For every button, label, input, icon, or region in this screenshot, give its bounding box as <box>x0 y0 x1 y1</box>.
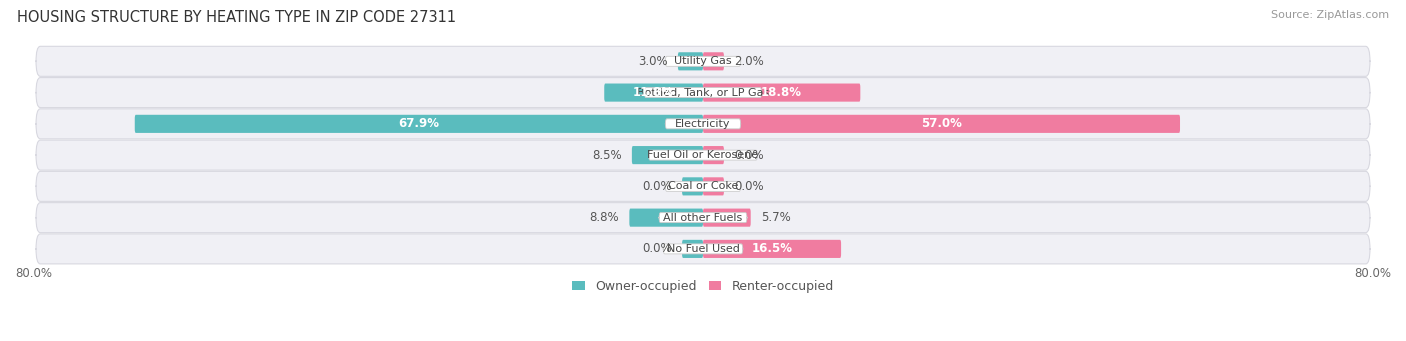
Text: Utility Gas: Utility Gas <box>675 56 731 66</box>
Text: Fuel Oil or Kerosene: Fuel Oil or Kerosene <box>647 150 759 160</box>
FancyBboxPatch shape <box>644 88 762 98</box>
FancyBboxPatch shape <box>703 146 724 164</box>
Text: Bottled, Tank, or LP Gas: Bottled, Tank, or LP Gas <box>637 88 769 98</box>
FancyBboxPatch shape <box>665 181 741 191</box>
Text: 0.0%: 0.0% <box>734 180 763 193</box>
Text: Source: ZipAtlas.com: Source: ZipAtlas.com <box>1271 10 1389 20</box>
Text: HOUSING STRUCTURE BY HEATING TYPE IN ZIP CODE 27311: HOUSING STRUCTURE BY HEATING TYPE IN ZIP… <box>17 10 456 25</box>
Text: Coal or Coke: Coal or Coke <box>668 181 738 191</box>
Text: 8.8%: 8.8% <box>589 211 619 224</box>
Text: Electricity: Electricity <box>675 119 731 129</box>
FancyBboxPatch shape <box>703 52 724 70</box>
FancyBboxPatch shape <box>630 209 703 227</box>
Text: 8.5%: 8.5% <box>592 149 621 162</box>
Text: 57.0%: 57.0% <box>921 117 962 130</box>
Text: 11.8%: 11.8% <box>633 86 673 99</box>
FancyBboxPatch shape <box>37 234 1369 264</box>
FancyBboxPatch shape <box>37 46 1369 76</box>
Text: 67.9%: 67.9% <box>398 117 440 130</box>
FancyBboxPatch shape <box>703 177 724 195</box>
FancyBboxPatch shape <box>37 203 1369 233</box>
Text: 18.8%: 18.8% <box>761 86 803 99</box>
FancyBboxPatch shape <box>664 244 742 254</box>
FancyBboxPatch shape <box>678 52 703 70</box>
FancyBboxPatch shape <box>37 78 1369 108</box>
FancyBboxPatch shape <box>682 177 703 195</box>
Text: 5.7%: 5.7% <box>761 211 790 224</box>
FancyBboxPatch shape <box>703 240 841 258</box>
FancyBboxPatch shape <box>682 240 703 258</box>
FancyBboxPatch shape <box>631 146 703 164</box>
Text: 0.0%: 0.0% <box>734 149 763 162</box>
Legend: Owner-occupied, Renter-occupied: Owner-occupied, Renter-occupied <box>568 275 838 298</box>
FancyBboxPatch shape <box>37 172 1369 202</box>
FancyBboxPatch shape <box>659 213 747 223</box>
Text: 16.5%: 16.5% <box>752 242 793 255</box>
FancyBboxPatch shape <box>665 56 741 66</box>
FancyBboxPatch shape <box>135 115 703 133</box>
Text: No Fuel Used: No Fuel Used <box>666 244 740 254</box>
FancyBboxPatch shape <box>703 209 751 227</box>
Text: All other Fuels: All other Fuels <box>664 213 742 223</box>
Text: 0.0%: 0.0% <box>643 242 672 255</box>
FancyBboxPatch shape <box>37 109 1369 139</box>
FancyBboxPatch shape <box>37 140 1369 170</box>
FancyBboxPatch shape <box>665 119 741 129</box>
FancyBboxPatch shape <box>703 84 860 102</box>
Text: 2.0%: 2.0% <box>734 55 763 68</box>
FancyBboxPatch shape <box>703 115 1180 133</box>
Text: 3.0%: 3.0% <box>638 55 668 68</box>
Text: 0.0%: 0.0% <box>643 180 672 193</box>
FancyBboxPatch shape <box>605 84 703 102</box>
FancyBboxPatch shape <box>648 150 758 160</box>
